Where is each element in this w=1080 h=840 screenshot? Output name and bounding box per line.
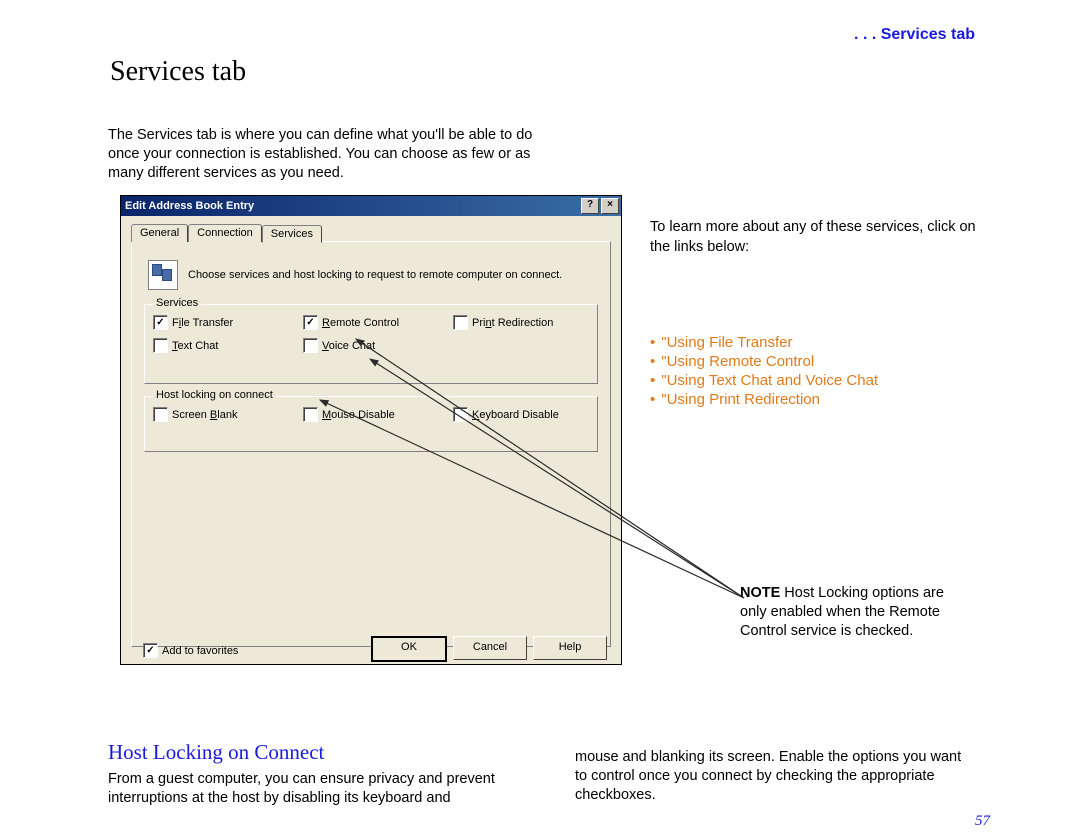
chk-text-chat[interactable]: Text Chat bbox=[153, 338, 303, 353]
breadcrumb: . . . Services tab bbox=[854, 26, 975, 44]
chk-print-redirection[interactable]: Print Redirection bbox=[453, 315, 553, 330]
help-icon[interactable]: ? bbox=[581, 198, 599, 214]
chk-keyboard-disable[interactable]: Keyboard Disable bbox=[453, 407, 559, 422]
chk-mouse-disable[interactable]: Mouse Disable bbox=[303, 407, 453, 422]
checkbox-icon bbox=[153, 338, 168, 353]
body-col-left: From a guest computer, you can ensure pr… bbox=[108, 770, 558, 808]
link-file-transfer[interactable]: •"Using File Transfer bbox=[650, 334, 1000, 351]
hostlock-fieldset: Host locking on connect Screen Blank Mou… bbox=[144, 396, 598, 452]
tab-connection[interactable]: Connection bbox=[188, 224, 262, 242]
link-print-redirection[interactable]: •"Using Print Redirection bbox=[650, 391, 1000, 408]
body-col-right: mouse and blanking its screen. Enable th… bbox=[575, 748, 975, 805]
checkbox-icon bbox=[303, 407, 318, 422]
page-number: 57 bbox=[975, 813, 990, 830]
checkbox-icon bbox=[303, 338, 318, 353]
checkbox-icon bbox=[453, 315, 468, 330]
services-legend: Services bbox=[153, 297, 201, 309]
services-icon bbox=[148, 260, 178, 290]
checkbox-icon bbox=[153, 315, 168, 330]
link-text-voice-chat[interactable]: •"Using Text Chat and Voice Chat bbox=[650, 372, 1000, 389]
chk-remote-control[interactable]: Remote Control bbox=[303, 315, 453, 330]
dialog-window: Edit Address Book Entry ? × General Conn… bbox=[120, 195, 622, 665]
checkbox-icon bbox=[303, 315, 318, 330]
checkbox-icon bbox=[453, 407, 468, 422]
dialog-titlebar: Edit Address Book Entry ? × bbox=[121, 196, 621, 216]
ok-button[interactable]: OK bbox=[371, 636, 447, 662]
tab-panel: Choose services and host locking to requ… bbox=[131, 241, 611, 647]
hostlock-legend: Host locking on connect bbox=[153, 389, 276, 401]
right-info-text: To learn more about any of these service… bbox=[650, 218, 980, 257]
checkbox-icon bbox=[153, 407, 168, 422]
chk-add-favorites[interactable]: Add to favorites bbox=[143, 643, 238, 658]
services-fieldset: Services File Transfer Remote Control Pr… bbox=[144, 304, 598, 384]
note-text: NOTE Host Locking options are only enabl… bbox=[740, 584, 970, 641]
add-favorites-label: Add to favorites bbox=[162, 645, 238, 657]
help-button[interactable]: Help bbox=[533, 636, 607, 660]
instruction-text: Choose services and host locking to requ… bbox=[188, 269, 562, 281]
chk-voice-chat[interactable]: Voice Chat bbox=[303, 338, 375, 353]
cancel-button[interactable]: Cancel bbox=[453, 636, 527, 660]
tab-general[interactable]: General bbox=[131, 224, 188, 242]
page-title: Services tab bbox=[110, 56, 246, 88]
tab-services[interactable]: Services bbox=[262, 225, 322, 243]
chk-screen-blank[interactable]: Screen Blank bbox=[153, 407, 303, 422]
links-list: •"Using File Transfer •"Using Remote Con… bbox=[650, 332, 1000, 410]
intro-text: The Services tab is where you can define… bbox=[108, 126, 548, 183]
note-label: NOTE bbox=[740, 585, 780, 601]
tab-strip: General Connection Services bbox=[131, 224, 611, 242]
close-icon[interactable]: × bbox=[601, 198, 619, 214]
dialog-title: Edit Address Book Entry bbox=[125, 200, 254, 212]
section-host-locking-title: Host Locking on Connect bbox=[108, 740, 324, 765]
chk-file-transfer[interactable]: File Transfer bbox=[153, 315, 303, 330]
checkbox-icon bbox=[143, 643, 158, 658]
link-remote-control[interactable]: •"Using Remote Control bbox=[650, 353, 1000, 370]
